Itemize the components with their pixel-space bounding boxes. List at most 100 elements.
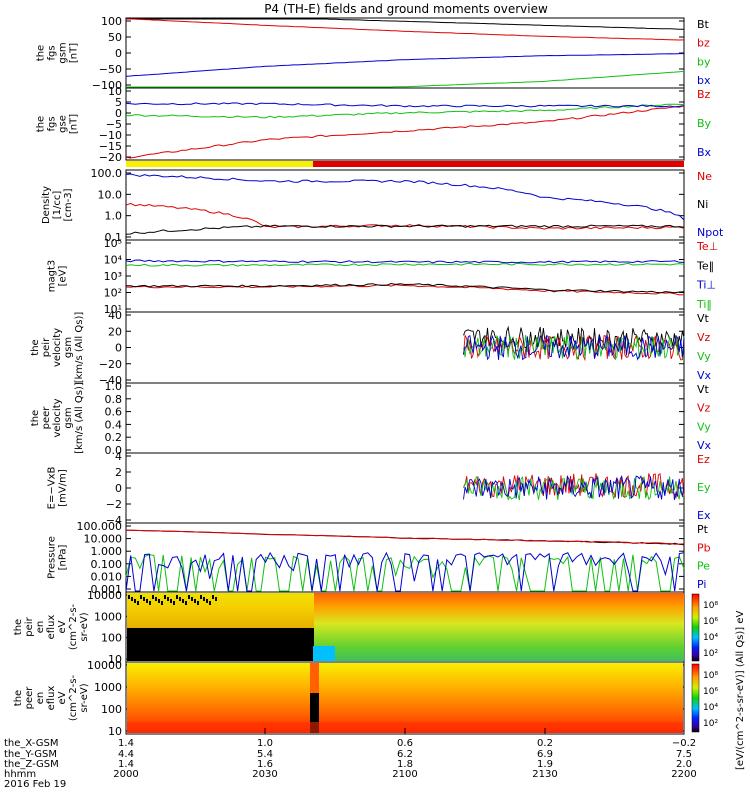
legend-Vt: Vt [697,383,710,396]
y-axis-label-line: [nT] [69,114,80,134]
y-axis-label-line: E=−VxB [47,467,58,510]
y-tick-label: −10 [99,129,122,142]
y-axis-label-line: en [35,692,46,705]
ion-spectrum-speckle [146,599,148,603]
y-tick-label: −5 [106,118,122,131]
x-tick-label: 2.0 [676,759,692,770]
legend-bx: bx [697,74,711,87]
legend-Pb: Pb [697,541,711,554]
ion-spectrum-speckle [209,601,211,605]
y-axis-label: thefgsgse[nT] [36,114,80,134]
y-axis-label-line: gsm [58,42,69,63]
y-axis-label-line: gsm [63,337,74,358]
y-tick-label: 1.000 [91,545,123,558]
series-Ey [463,475,685,501]
y-tick-label: −15 [99,140,122,153]
legend-Pi: Pi [697,578,706,591]
y-axis-label-line: gsm [63,407,74,428]
colorbar-tick: 10⁸ [703,671,718,681]
x-row-label: the_X-GSM [4,738,58,749]
x-tick-label: 1.4 [118,759,134,770]
y-tick-label: 100 [101,703,122,716]
ion-spectrum-speckle [179,597,181,601]
x-tick-label: 0.6 [397,738,413,749]
y-axis-label: Pressure[nPa] [47,536,69,579]
y-tick-label: 100.0 [91,167,123,180]
ion-spectrum-speckle [167,597,169,601]
colorbar-tick: 10⁶ [703,617,718,627]
series-Bz [125,105,685,159]
electron-spectrum-low-band [127,722,683,733]
ion-spectrum-speckle [164,595,166,599]
panel-peir-velocity: 40 20 0 −20 −40 thepeirvelocitygsm[km/s (All … [30,309,712,387]
y-tick-label: 10² [104,287,122,300]
y-tick-label: 2 [115,466,122,479]
legend-Npot: Npot [697,226,724,239]
y-tick-label: 1.0 [105,210,123,223]
y-tick-label: −20 [99,151,122,164]
y-axis-label: magt3[eV] [47,260,69,293]
x-tick-label: 6.2 [397,749,413,760]
legend-Bx: Bx [697,146,712,159]
y-tick-label: −50 [99,63,122,76]
ion-spectrum-speckle [197,601,199,605]
panel-efield: 4 2 0 −2 −4 E=−VxB[mV/m] Ez Ey Ex [47,450,711,527]
x-row-label: the_Y-GSM [4,749,57,760]
legend-Vx: Vx [697,369,712,382]
date-label: 2016 Feb 19 [4,779,66,790]
series-Bt [126,18,684,30]
series-Pe [125,554,685,592]
series-Ti‖ [125,262,685,267]
y-tick-label: −40 [99,374,122,387]
y-axis-label-line: Density [41,186,52,224]
ion-spectrum-speckle [128,595,130,599]
y-axis-label-line: the [13,619,24,635]
electron-spectrum-gap [310,693,319,733]
x-tick-label: 1.8 [397,759,413,770]
y-axis-label-line: fgs [47,45,58,60]
y-axis-label-line: eflux [46,615,57,640]
y-tick-label: 0 [115,342,122,355]
x-tick-label: 2030 [252,769,277,780]
legend-Vz: Vz [697,402,711,415]
y-tick-label: 10⁵ [104,237,122,250]
x-row-label: hhmm [4,769,36,780]
ion-spectrum-speckle [212,595,214,599]
ion-spectrum-speckle [176,595,178,599]
panel-peer-velocity: 1.00.80.60.40.20.0 thepeervelocitygsm[km/… [30,380,712,457]
y-axis-label-line: the [30,410,41,426]
panel-density: 100.0 10.0 1.0 0.1 Density[1/cc][cm-3] Ne Ni Np… [41,167,724,244]
colorbar-tick: 10⁸ [703,601,718,611]
legend-by: by [697,55,711,68]
series-Ti⊥ [125,259,685,264]
ion-spectrum-region-b [313,593,684,661]
y-tick-label: 100.000 [77,520,123,533]
y-tick-label: 1000 [94,681,122,694]
y-axis-label-line: [km/s (All Qs)] [74,312,85,384]
legend-bz: bz [697,37,710,50]
ion-spectrum-speckle [215,597,217,601]
ion-spectrum-speckle [191,597,193,601]
colorbar-ions [691,593,700,662]
ion-spectrum-speckle [158,599,160,603]
ion-spectrum-speckle [140,595,142,599]
y-axis-label-line: [cm-3] [63,188,74,221]
ion-spectrum-speckle [152,595,154,599]
y-axis-label-line: Pressure [47,536,58,579]
y-tick-label: 0 [115,482,122,495]
legend-Ne: Ne [697,170,712,183]
panel-frame [125,382,685,454]
legend-Vz: Vz [697,331,711,344]
y-tick-label: 0 [115,107,122,120]
plot-title: P4 (TH-E) fields and ground moments over… [264,2,548,16]
y-tick-label: −2 [106,498,122,511]
y-tick-label: 0.0 [105,444,123,457]
ion-spectrum-speckle [170,599,172,603]
y-axis-label-line: peir [41,337,52,357]
y-tick-label: 10⁴ [104,254,123,267]
x-tick-label: −0.2 [672,738,696,749]
y-tick-label: 100 [101,632,122,645]
y-axis-label-line: the [36,45,47,61]
